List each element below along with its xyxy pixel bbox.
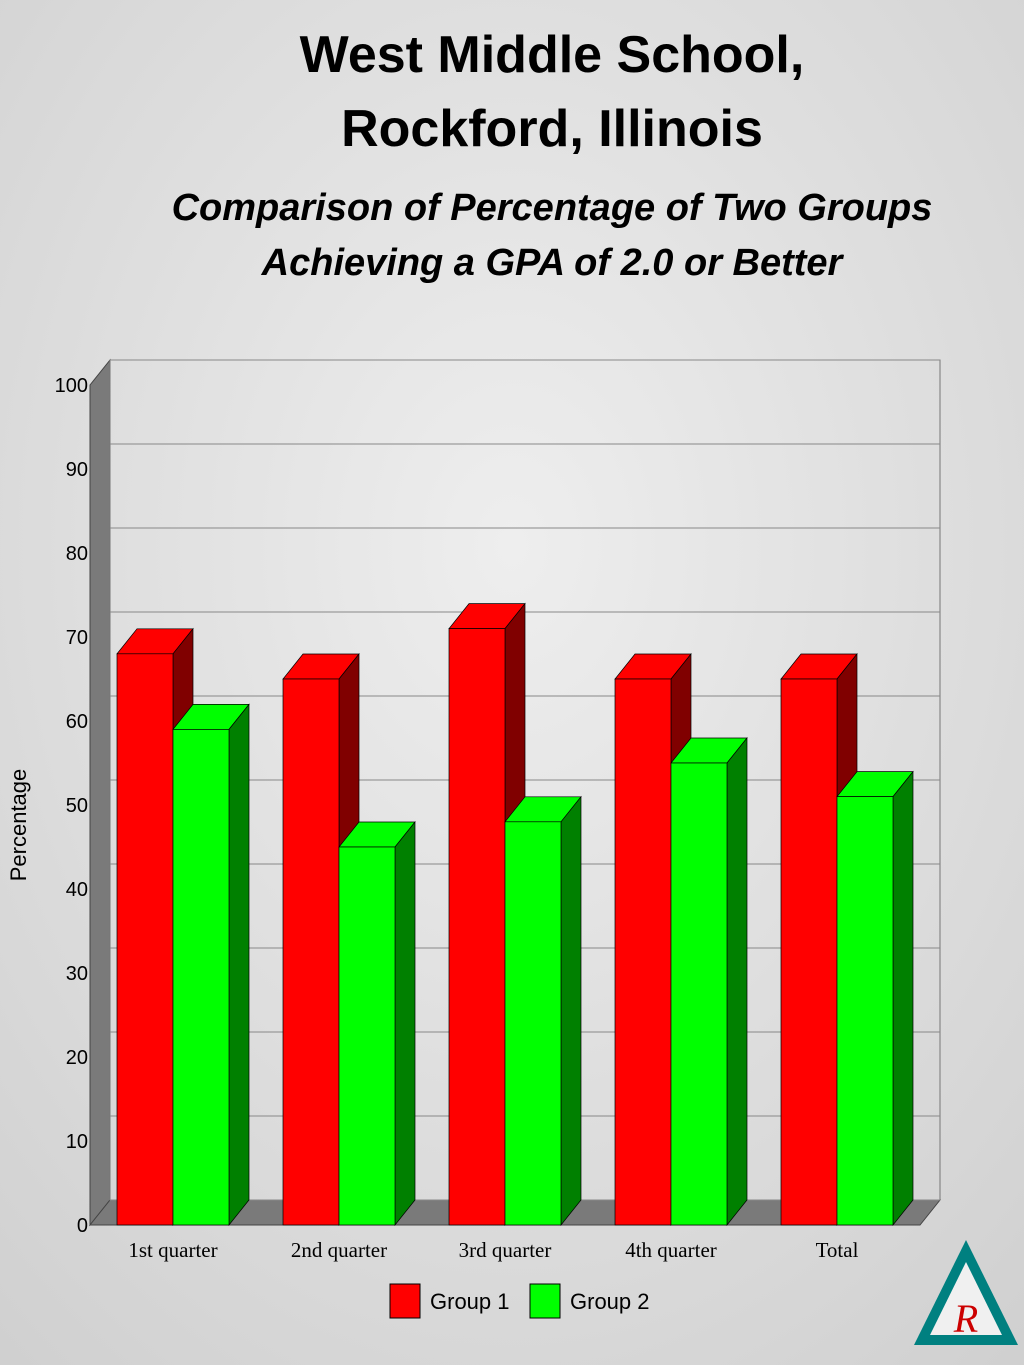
- bar-front: [338, 846, 396, 1226]
- y-tick-label: 0: [77, 1215, 88, 1237]
- bar-front: [670, 762, 728, 1226]
- x-tick-label: 3rd quarter: [459, 1238, 552, 1262]
- y-tick-label: 50: [66, 795, 88, 817]
- y-tick-label: 70: [66, 627, 88, 649]
- x-tick-label: 2nd quarter: [291, 1238, 387, 1262]
- bar-side: [228, 703, 250, 1226]
- y-tick-label: 80: [66, 543, 88, 565]
- logo: R: [914, 1240, 1018, 1345]
- legend-label: Group 2: [570, 1289, 650, 1314]
- bar-side: [560, 795, 582, 1226]
- bar: [504, 795, 582, 1226]
- y-tick-label: 20: [66, 1047, 88, 1069]
- bar-side: [726, 737, 748, 1226]
- chart-subtitle: Comparison of Percentage of Two Groups: [172, 187, 933, 229]
- bar-front: [504, 821, 562, 1226]
- bar: [172, 703, 250, 1226]
- bar-front: [614, 678, 672, 1226]
- legend-label: Group 1: [430, 1289, 510, 1314]
- side-wall: [89, 358, 111, 1227]
- bar-side: [892, 770, 914, 1226]
- logo-triangle: [930, 1262, 1002, 1335]
- y-axis-label: Percentage: [6, 769, 31, 882]
- x-tick-label: 1st quarter: [128, 1238, 217, 1262]
- bar-side: [394, 821, 416, 1226]
- bar-front: [448, 628, 506, 1226]
- x-tick-label: 4th quarter: [625, 1238, 717, 1262]
- bar: [338, 821, 416, 1226]
- bar-front: [116, 653, 174, 1226]
- bar-front: [172, 729, 230, 1226]
- bar: [670, 737, 748, 1226]
- chart-title: Rockford, Illinois: [341, 100, 763, 158]
- bar: [282, 653, 360, 1226]
- bar-front: [282, 678, 340, 1226]
- bar-front: [836, 796, 894, 1226]
- y-tick-label: 10: [66, 1131, 88, 1153]
- logo-text: R: [953, 1296, 978, 1341]
- bar: [836, 770, 914, 1226]
- y-tick-label: 40: [66, 879, 88, 901]
- legend-swatch: [529, 1283, 561, 1319]
- bar-front: [780, 678, 838, 1226]
- x-tick-label: Total: [816, 1238, 859, 1262]
- y-tick-label: 60: [66, 711, 88, 733]
- y-tick-label: 90: [66, 459, 88, 481]
- y-tick-label: 30: [66, 963, 88, 985]
- y-tick-label: 100: [55, 375, 88, 397]
- legend-swatch: [389, 1283, 421, 1319]
- chart-subtitle: Achieving a GPA of 2.0 or Better: [261, 242, 845, 284]
- chart-title: West Middle School,: [300, 26, 805, 84]
